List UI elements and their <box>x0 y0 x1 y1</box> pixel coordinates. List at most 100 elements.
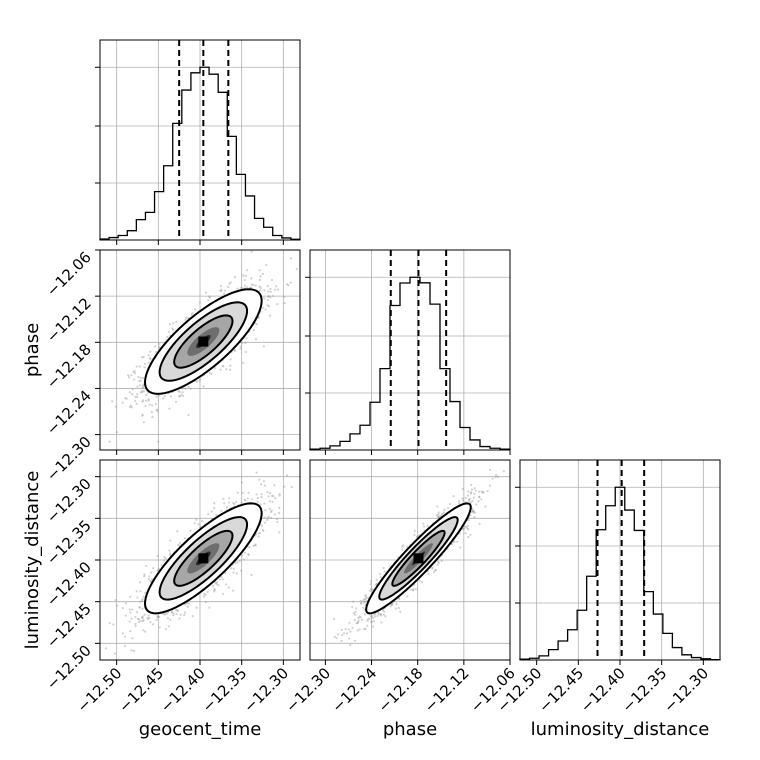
sample-point <box>461 487 464 491</box>
sample-point <box>141 389 144 393</box>
y-tick-label-phase: −12.18 <box>43 340 95 392</box>
sample-point <box>437 560 440 563</box>
sample-point <box>136 393 139 396</box>
sample-point <box>139 391 142 394</box>
sample-point <box>124 397 127 400</box>
sample-point <box>207 295 211 298</box>
sample-point <box>336 633 340 636</box>
sample-point <box>413 533 416 537</box>
sample-point <box>214 582 217 585</box>
sample-point <box>174 400 178 403</box>
sample-point <box>232 501 235 505</box>
sample-point <box>156 410 159 413</box>
y-tick-label-luminosity_distance: −12.45 <box>43 600 95 652</box>
sample-point <box>217 584 220 587</box>
sample-point <box>240 342 244 345</box>
sample-point <box>267 305 271 308</box>
sample-point <box>453 540 456 543</box>
sample-point <box>373 613 376 616</box>
sample-point <box>178 395 181 398</box>
sample-point <box>177 390 180 393</box>
sample-point <box>271 294 275 298</box>
sample-point <box>359 599 362 603</box>
x-tick-label-phase: −12.24 <box>328 664 380 716</box>
sample-point <box>185 316 188 320</box>
sample-point <box>437 513 440 516</box>
sample-point <box>467 490 470 493</box>
sample-point <box>134 624 137 628</box>
sample-point <box>104 647 108 650</box>
sample-point <box>464 532 467 535</box>
sample-point <box>463 527 466 530</box>
sample-point <box>278 531 281 534</box>
sample-point <box>243 498 246 501</box>
y-tick-label-luminosity_distance: −12.30 <box>43 475 95 527</box>
sample-point <box>469 501 473 504</box>
sample-point <box>213 507 216 510</box>
x-tick-label-phase: −12.30 <box>282 664 334 716</box>
sample-point <box>352 600 355 603</box>
sample-point <box>157 567 160 570</box>
sample-point <box>268 507 271 510</box>
sample-point <box>179 613 182 616</box>
sample-point <box>341 634 344 637</box>
sample-point <box>289 257 293 260</box>
sample-point <box>469 483 473 487</box>
sample-point <box>366 619 369 622</box>
histogram-step <box>99 66 301 240</box>
sample-point <box>458 499 461 503</box>
sample-point <box>155 395 158 398</box>
sample-point <box>168 549 171 552</box>
sample-point <box>369 615 373 618</box>
sample-point <box>471 509 474 512</box>
sample-point <box>363 613 367 616</box>
sample-point <box>458 502 461 505</box>
sample-point <box>366 624 369 627</box>
sample-point <box>215 583 218 586</box>
sample-point <box>255 322 258 326</box>
sample-point <box>210 510 213 513</box>
sample-point <box>263 297 266 300</box>
sample-point <box>473 487 476 490</box>
sample-point <box>379 612 382 616</box>
sample-point <box>270 509 273 512</box>
sample-point <box>258 289 262 292</box>
sample-point <box>437 516 440 519</box>
sample-point <box>158 345 161 349</box>
sample-point <box>289 281 292 284</box>
sample-point <box>181 391 184 394</box>
sample-point <box>480 490 483 493</box>
sample-point <box>464 525 468 529</box>
sample-point <box>138 606 141 609</box>
sample-point <box>482 490 485 494</box>
sample-point <box>208 296 212 299</box>
sample-point <box>139 379 142 382</box>
sample-point <box>484 505 487 508</box>
sample-point <box>134 395 137 398</box>
sample-point <box>137 617 140 621</box>
density-contour <box>158 516 249 601</box>
sample-point <box>219 578 222 581</box>
sample-point <box>422 522 425 525</box>
sample-point <box>215 513 218 517</box>
sample-point <box>164 557 167 560</box>
sample-point <box>441 512 444 516</box>
sample-point <box>340 639 343 643</box>
sample-point <box>477 500 480 503</box>
sample-point <box>128 405 132 409</box>
sample-point <box>167 625 170 628</box>
sample-point <box>466 494 470 497</box>
sample-point <box>443 508 446 511</box>
sample-point <box>262 345 265 348</box>
sample-point <box>187 413 190 417</box>
sample-point <box>267 495 270 498</box>
sample-point <box>357 619 360 622</box>
sample-point <box>183 611 187 614</box>
sample-point <box>129 595 132 598</box>
sample-point <box>278 493 281 496</box>
sample-point <box>147 354 150 357</box>
sample-point <box>244 274 247 278</box>
sample-point <box>272 494 275 498</box>
sample-point <box>241 361 245 364</box>
